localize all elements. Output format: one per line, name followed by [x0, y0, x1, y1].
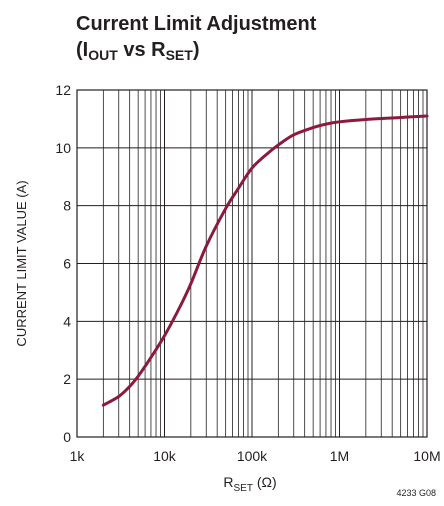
y-tick-label: 12: [55, 82, 71, 98]
y-tick-label: 10: [55, 140, 71, 156]
x-axis-label-sub: SET: [233, 483, 252, 494]
x-tick-label: 10M: [413, 448, 440, 464]
x-tick-label: 10k: [153, 448, 177, 464]
y-tick-label: 8: [63, 198, 71, 214]
y-tick-label: 0: [63, 429, 71, 445]
x-tick-label: 1k: [70, 448, 86, 464]
y-tick-label: 2: [63, 371, 71, 387]
title-prefix: (I: [76, 39, 89, 61]
title-suffix: ): [192, 39, 200, 61]
title-sub-out: OUT: [88, 47, 118, 63]
title-sub-set: SET: [165, 47, 193, 63]
x-tick-label: 100k: [237, 448, 268, 464]
series-line-iout: [101, 114, 429, 407]
x-axis-label-main: R: [223, 474, 233, 490]
x-axis-label-unit: (Ω): [253, 474, 277, 490]
figure-id: 4233 G08: [396, 488, 436, 498]
chart-title-line1: Current Limit Adjustment: [76, 13, 317, 35]
chart-title-line2: (IOUT vs RSET): [76, 40, 200, 62]
x-tick-label: 1M: [330, 448, 349, 464]
y-tick-label: 4: [63, 313, 71, 329]
x-axis-label: RSET (Ω): [223, 474, 276, 494]
y-tick-label: 6: [63, 256, 71, 272]
title-mid: vs R: [117, 39, 166, 61]
plot-frame: [76, 89, 428, 438]
y-axis-label: CURRENT LIMIT VALUE (A): [14, 180, 29, 346]
